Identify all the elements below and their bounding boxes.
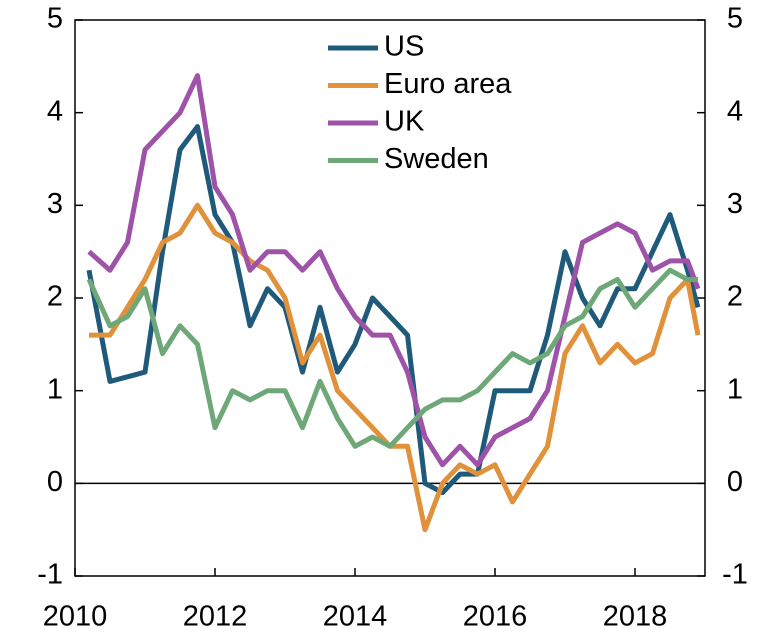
y-tick-label: 3	[47, 188, 63, 220]
y-tick-label: 1	[47, 373, 63, 405]
y2-tick-label: 4	[727, 95, 743, 127]
x-tick-label: 2018	[603, 601, 668, 633]
x-tick-label: 2010	[43, 601, 108, 633]
y2-tick-label: -1	[722, 559, 748, 591]
y-tick-label: 0	[47, 466, 63, 498]
x-tick-label: 2016	[463, 601, 528, 633]
y-tick-label: 4	[47, 95, 63, 127]
y2-tick-label: 1	[727, 373, 743, 405]
x-tick-label: 2014	[323, 601, 388, 633]
legend-label: UK	[384, 106, 425, 138]
series-line	[89, 202, 701, 533]
y-tick-label: 5	[47, 3, 63, 35]
legend-label: Euro area	[384, 68, 512, 100]
x-tick-label: 2012	[183, 601, 248, 633]
series-line	[87, 73, 701, 468]
legend-label: Sweden	[384, 143, 489, 175]
legend-label: US	[384, 31, 424, 63]
y-tick-label: 2	[47, 281, 63, 313]
y2-tick-label: 3	[727, 188, 743, 220]
y-tick-label: -1	[37, 559, 63, 591]
y2-tick-label: 5	[727, 3, 743, 35]
y2-tick-label: 0	[727, 466, 743, 498]
y2-tick-label: 2	[727, 281, 743, 313]
series-line	[86, 124, 701, 496]
series-line	[86, 267, 698, 449]
